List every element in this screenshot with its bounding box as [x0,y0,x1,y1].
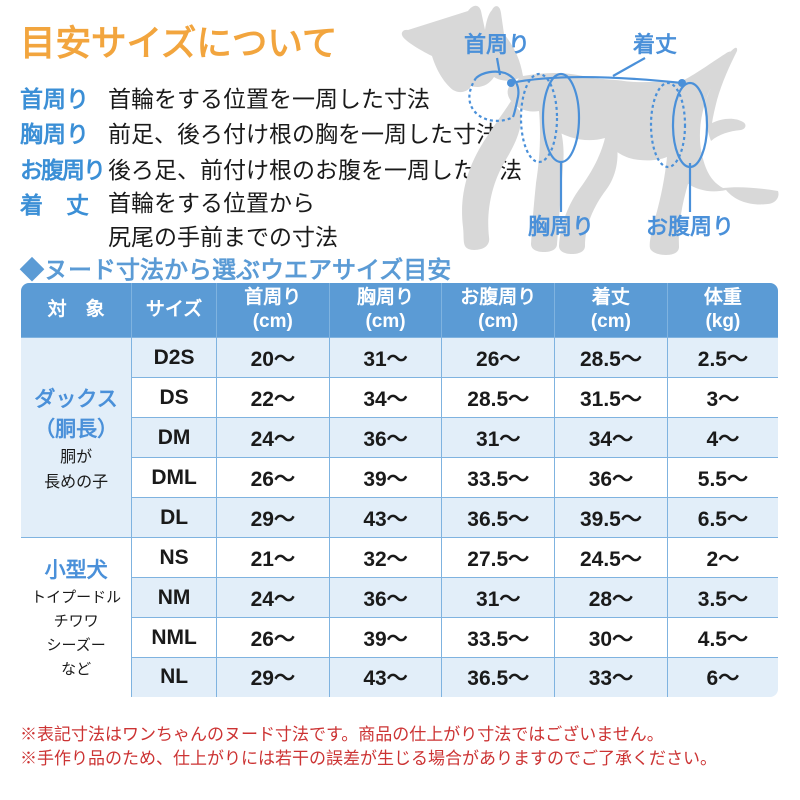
svg-text:胸周り: 胸周り [528,214,594,239]
svg-text:首周り: 首周り [464,32,530,57]
svg-text:着丈: 着丈 [632,32,677,57]
svg-text:お腹周り: お腹周り [646,214,734,239]
